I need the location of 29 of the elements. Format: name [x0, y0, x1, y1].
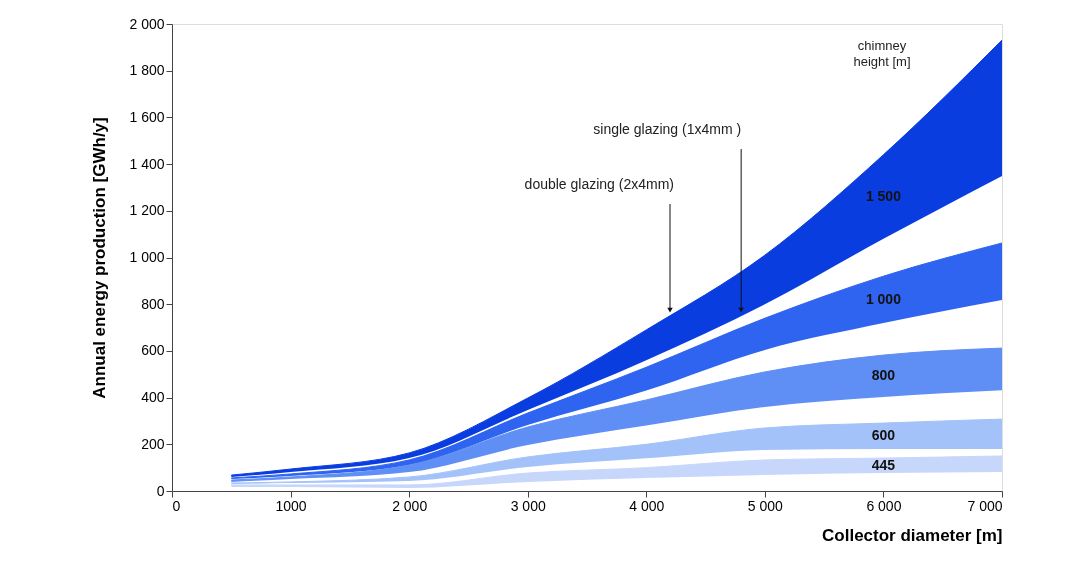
x-tick-label: 4 000 — [629, 497, 665, 514]
y-tick-label: 1 000 — [129, 249, 165, 265]
y-tick-label: 1 800 — [129, 62, 165, 79]
y-tick-label: 1 400 — [129, 155, 165, 172]
series-label: 1 000 — [865, 290, 902, 307]
x-tick-label: 0 — [172, 497, 181, 514]
series-label: 600 — [871, 427, 896, 444]
y-tick-label: 1 200 — [129, 202, 165, 219]
series-label: 445 — [871, 456, 896, 473]
annotation: double glazing (2x4mm) — [524, 176, 674, 193]
x-tick-label: 1000 — [275, 497, 307, 514]
legend-title: chimney height [m] — [853, 38, 911, 69]
x-tick-label: 3 000 — [510, 497, 546, 514]
y-tick-label: 400 — [141, 389, 165, 406]
y-tick-label: 1 600 — [129, 108, 165, 125]
x-tick-label: 6 000 — [866, 497, 902, 514]
series-label: 800 — [871, 367, 896, 383]
y-axis-title: Annual energy production [GWh/y] — [90, 117, 110, 399]
y-tick-label: 0 — [156, 482, 165, 499]
x-tick-label: 7 000 — [967, 497, 1003, 514]
annotation: single glazing (1x4mm ) — [593, 121, 742, 138]
x-axis-title: Collector diameter [m] — [822, 525, 1003, 545]
y-tick-label: 200 — [141, 435, 165, 452]
x-tick-label: 2 000 — [392, 497, 428, 514]
x-tick-label: 5 000 — [747, 497, 784, 514]
y-tick-label: 600 — [141, 342, 165, 359]
y-tick-label: 800 — [141, 295, 165, 312]
series-label: 1 500 — [865, 187, 902, 204]
y-tick-label: 2 000 — [129, 15, 165, 32]
